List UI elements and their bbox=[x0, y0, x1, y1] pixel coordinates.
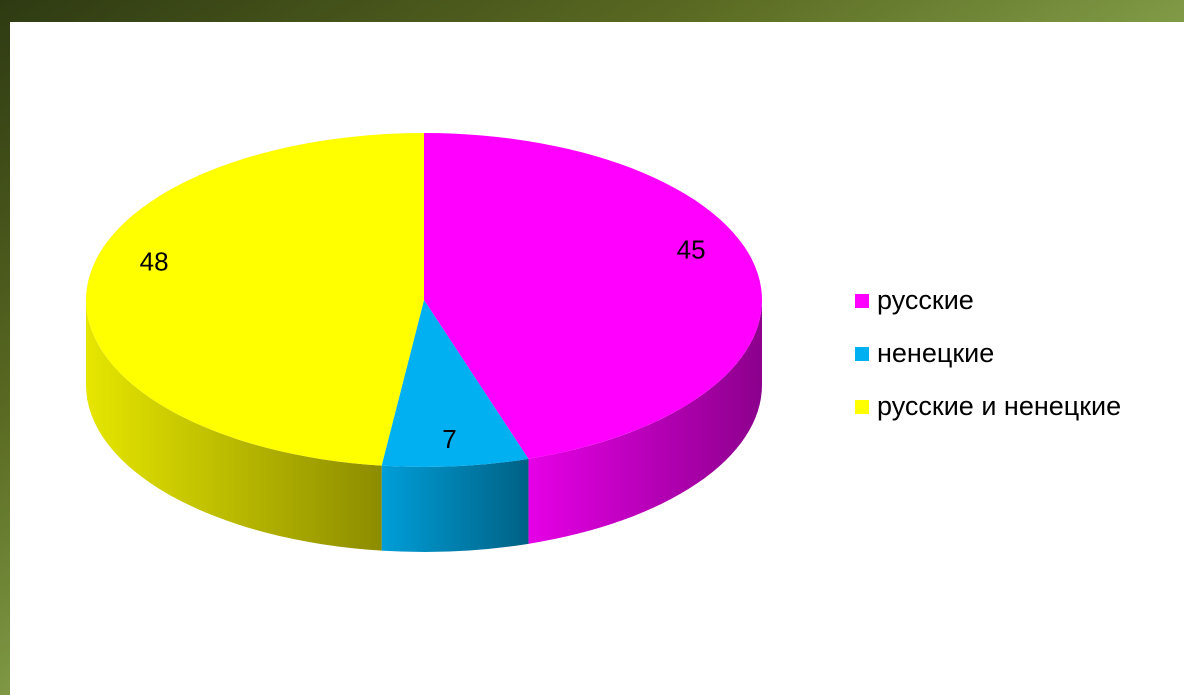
data-label: 7 bbox=[442, 424, 456, 454]
legend-label: ненецкие bbox=[877, 338, 994, 368]
legend-label: русские и ненецкие bbox=[877, 391, 1121, 421]
legend-swatch bbox=[855, 347, 869, 361]
slice-side bbox=[528, 300, 762, 544]
legend-label: русские bbox=[877, 285, 974, 315]
pie: 45 7 48 bbox=[85, 133, 763, 553]
slice bbox=[424, 133, 763, 459]
legend-swatch bbox=[855, 400, 869, 414]
data-label: 45 bbox=[677, 234, 706, 264]
slice-side bbox=[381, 458, 529, 553]
data-label: 48 bbox=[140, 247, 169, 277]
slice bbox=[381, 300, 529, 468]
legend: русские ненецкие русские и ненецкие bbox=[855, 285, 1121, 421]
slice bbox=[85, 133, 425, 466]
legend-swatch bbox=[855, 294, 869, 308]
slice-side bbox=[86, 300, 382, 551]
